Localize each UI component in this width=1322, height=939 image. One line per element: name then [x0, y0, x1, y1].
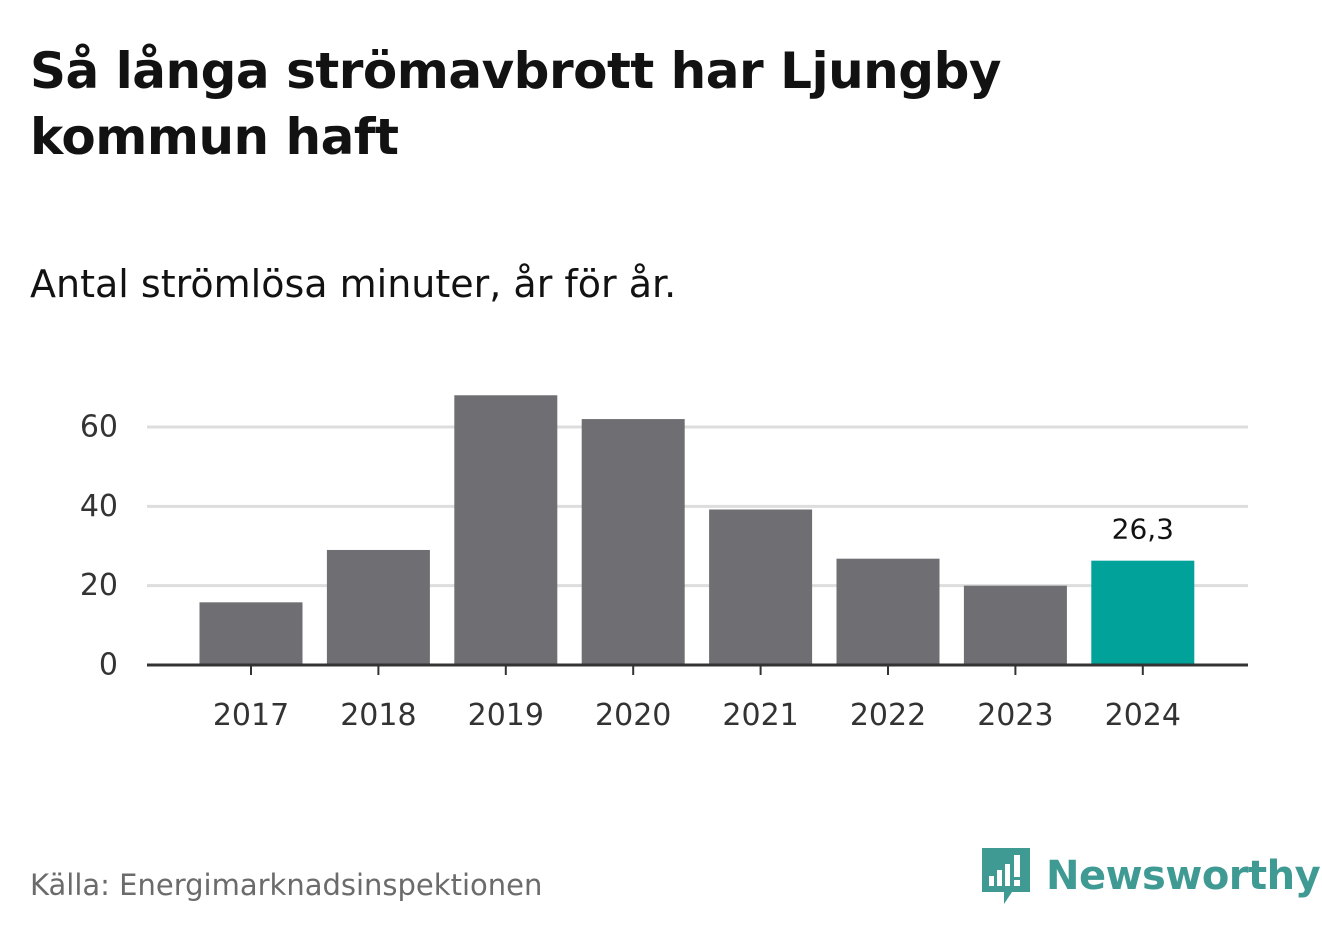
gridlines [147, 425, 1248, 588]
bar-2019 [454, 395, 558, 665]
source-note: Källa: Energimarknadsinspektionen [30, 868, 543, 902]
bar-2017 [199, 602, 303, 665]
x-tick-label: 2023 [977, 698, 1053, 733]
y-tick-label: 0 [99, 648, 118, 683]
y-tick-label: 40 [80, 489, 118, 524]
y-tick-label: 60 [80, 410, 118, 445]
bar-2024 [1091, 560, 1195, 665]
chart-subtitle: Antal strömlösa minuter, år för år. [30, 262, 677, 306]
bar-2020 [581, 419, 685, 665]
x-tick-label: 2024 [1105, 698, 1181, 733]
x-tick-label: 2018 [340, 698, 416, 733]
newsworthy-logo-icon [982, 848, 1030, 904]
y-tick-label: 20 [80, 568, 118, 603]
bars [199, 395, 1195, 665]
x-tick-label: 2020 [595, 698, 671, 733]
bar-2022 [836, 558, 940, 665]
newsworthy-logo: Newsworthy [980, 846, 1321, 906]
axes [147, 663, 1248, 675]
bar-2018 [326, 549, 430, 665]
x-tick-label: 2021 [722, 698, 798, 733]
x-tick-label: 2017 [213, 698, 289, 733]
bar-2021 [709, 509, 813, 665]
chart-title: Så långa strömavbrott har Ljungby kommun… [30, 42, 1001, 166]
bar-chart: 0 20 40 60 2017 2018 2019 2020 2021 2022 2023 2024 2… [80, 395, 1248, 734]
x-tick-label: 2019 [468, 698, 544, 733]
x-tick-label: 2022 [850, 698, 926, 733]
bar-2023 [963, 585, 1067, 665]
brand-name: Newsworthy [1046, 853, 1321, 899]
data-label: 26,3 [1112, 513, 1174, 546]
labels: 0 20 40 60 2017 2018 2019 2020 2021 2022 2023 2024 2… [80, 410, 1181, 734]
